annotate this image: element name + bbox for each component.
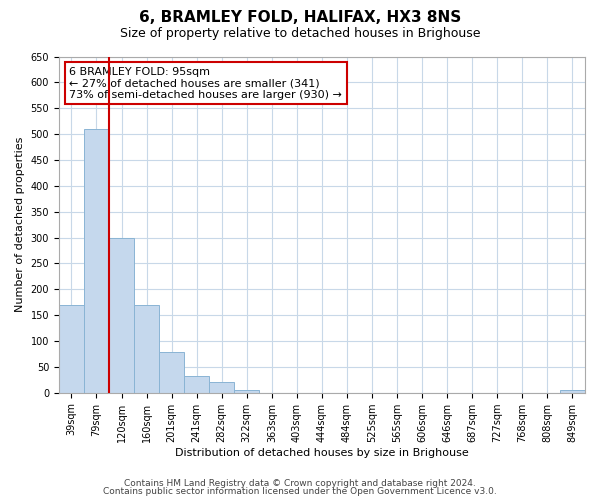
Text: Contains public sector information licensed under the Open Government Licence v3: Contains public sector information licen… — [103, 488, 497, 496]
Bar — [159, 352, 184, 393]
Text: Contains HM Land Registry data © Crown copyright and database right 2024.: Contains HM Land Registry data © Crown c… — [124, 478, 476, 488]
Text: 6 BRAMLEY FOLD: 95sqm
← 27% of detached houses are smaller (341)
73% of semi-det: 6 BRAMLEY FOLD: 95sqm ← 27% of detached … — [70, 66, 342, 100]
Bar — [209, 382, 234, 392]
Y-axis label: Number of detached properties: Number of detached properties — [15, 137, 25, 312]
Bar — [84, 129, 109, 392]
Text: Size of property relative to detached houses in Brighouse: Size of property relative to detached ho… — [120, 28, 480, 40]
X-axis label: Distribution of detached houses by size in Brighouse: Distribution of detached houses by size … — [175, 448, 469, 458]
Bar — [109, 238, 134, 392]
Bar — [234, 390, 259, 392]
Text: 6, BRAMLEY FOLD, HALIFAX, HX3 8NS: 6, BRAMLEY FOLD, HALIFAX, HX3 8NS — [139, 10, 461, 25]
Bar — [59, 305, 84, 392]
Bar — [184, 376, 209, 392]
Bar — [560, 390, 585, 392]
Bar — [134, 305, 159, 392]
